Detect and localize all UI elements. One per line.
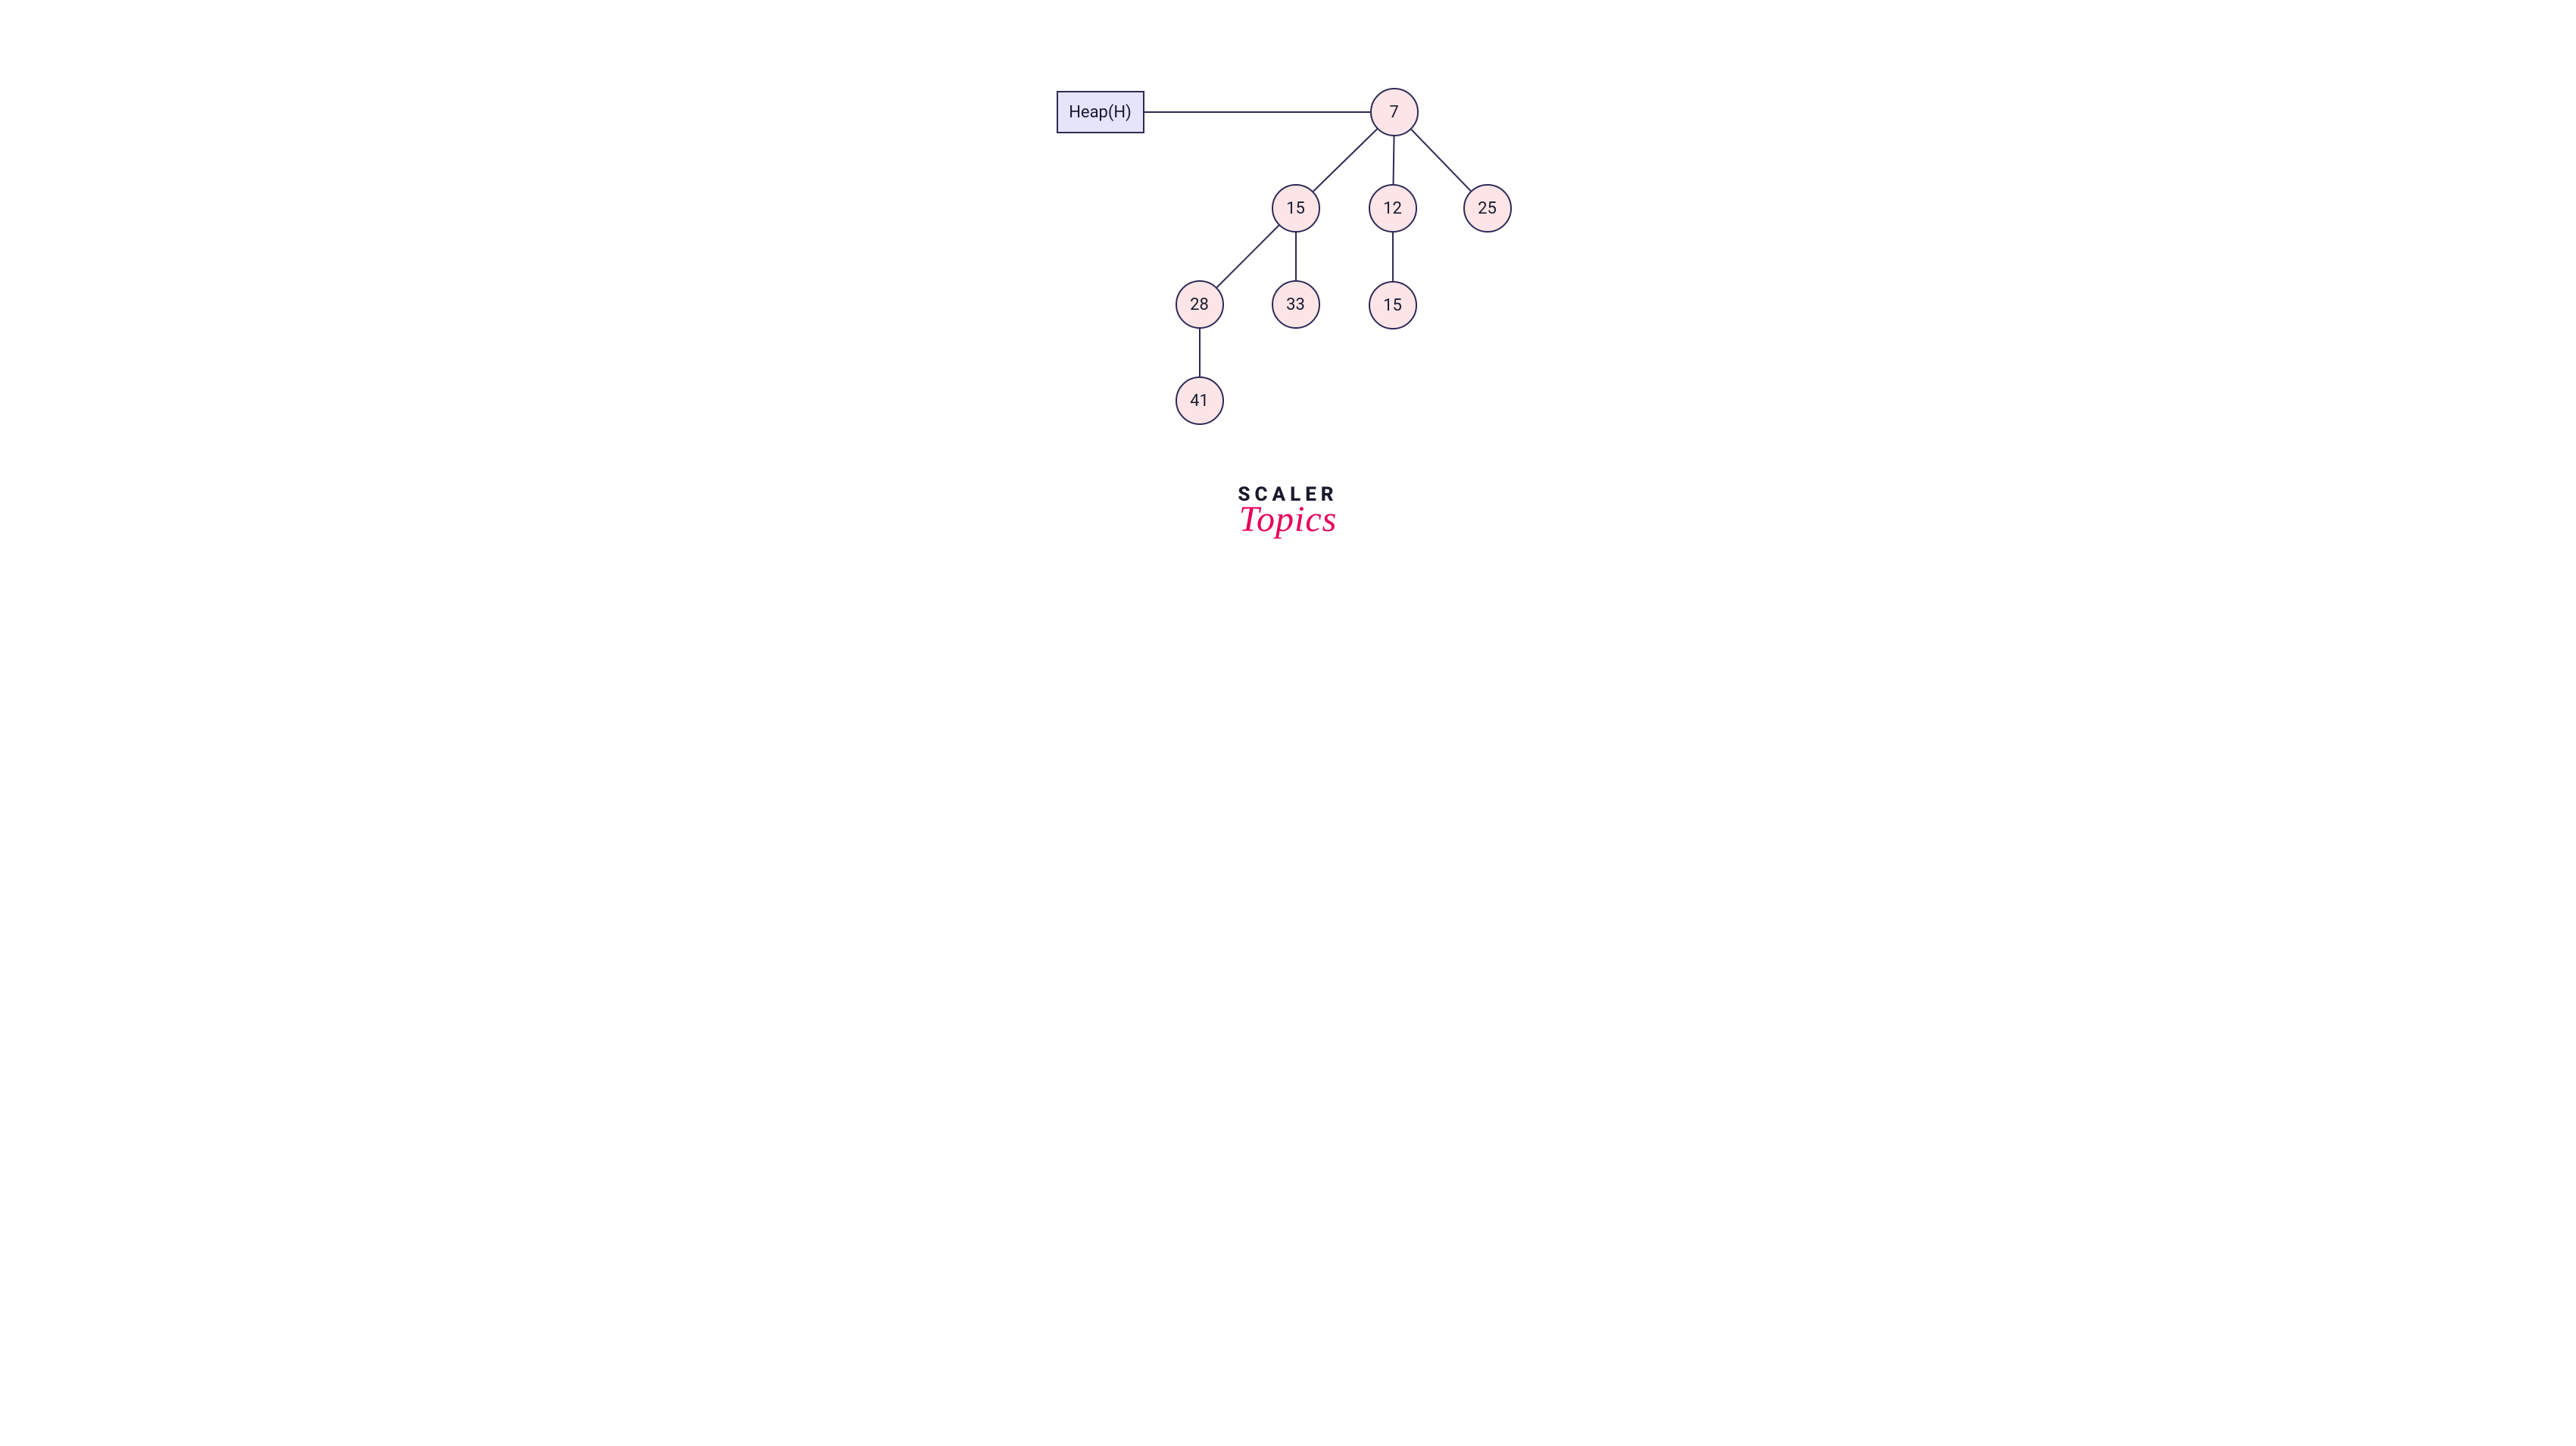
logo-topics-text: Topics [1238,498,1338,540]
tree-node: 12 [1369,184,1417,233]
tree-node: 25 [1463,184,1512,233]
diagram-canvas: SCALER Topics Heap(H) 7 15 12 25 28 33 15 41 [735,0,1841,621]
edge [1411,130,1470,191]
edge [1393,136,1394,184]
tree-node: 33 [1272,280,1320,329]
edge [1216,226,1279,288]
edge [1313,129,1376,191]
scaler-topics-logo: SCALER Topics [1238,483,1338,540]
tree-node: 15 [1369,281,1417,329]
tree-node: 7 [1370,88,1419,136]
tree-node: 28 [1176,280,1224,329]
tree-node: 41 [1176,376,1224,425]
tree-node: 15 [1272,184,1320,233]
heap-label-box: Heap(H) [1057,91,1144,133]
